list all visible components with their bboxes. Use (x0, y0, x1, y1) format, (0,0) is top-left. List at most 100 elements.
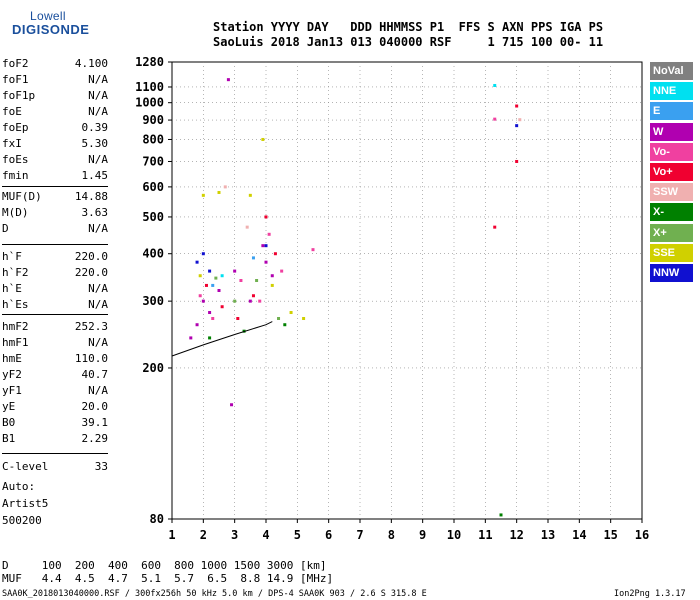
param-row: foEs N/A (2, 153, 108, 169)
param-value: 40.7 (81, 368, 109, 381)
param-row: foF2 4.100 (2, 57, 108, 73)
param-name: M(D) (2, 206, 29, 219)
y-tick-label: 500 (142, 210, 164, 224)
param-name: h`F2 (2, 266, 29, 279)
echo-point (220, 274, 224, 278)
autoscaler-version: 500200 (2, 514, 42, 527)
param-row: C-level 33 (2, 460, 108, 476)
param-row: yE 20.0 (2, 400, 108, 416)
echo-point (255, 279, 259, 283)
echo-point (518, 118, 522, 122)
y-tick-label: 200 (142, 361, 164, 375)
param-name: C-level (2, 460, 49, 473)
param-value: 14.88 (74, 190, 108, 203)
echo-point (248, 193, 252, 197)
echo-point (248, 299, 252, 303)
trace-line (171, 321, 273, 357)
param-row: fxI 5.30 (2, 137, 108, 153)
param-value: N/A (88, 153, 108, 166)
param-value: 20.0 (81, 400, 109, 413)
echo-point (264, 215, 268, 219)
param-name: foEp (2, 121, 29, 134)
echo-point (195, 260, 199, 264)
param-value: 39.1 (81, 416, 109, 429)
muf-row: MUF 4.4 4.5 4.7 5.1 5.7 6.5 8.8 14.9 [MH… (2, 572, 334, 585)
echo-point (230, 403, 234, 407)
echo-point (280, 269, 284, 273)
echo-point (499, 513, 503, 517)
footer-version: Ion2Png 1.3.17 (614, 589, 686, 599)
param-name: h`F (2, 250, 22, 263)
param-row: MUF(D) 14.88 (2, 190, 108, 206)
footer-file-info: SAA0K_2018013040000.RSF / 300fx256h 50 k… (2, 589, 427, 599)
param-name: MUF(D) (2, 190, 42, 203)
param-row: yF2 40.7 (2, 368, 108, 384)
echo-point (217, 190, 221, 194)
echo-point (515, 104, 519, 108)
param-value: 4.100 (74, 57, 108, 70)
trace-line-path (171, 321, 273, 357)
param-name: h`Es (2, 298, 29, 311)
param-row: M(D) 3.63 (2, 206, 108, 222)
echo-point (208, 311, 212, 315)
echo-point (233, 269, 237, 273)
echo-point (267, 232, 271, 236)
param-name: foE (2, 105, 22, 118)
x-tick-label: 16 (635, 528, 649, 542)
x-tick-label: 3 (231, 528, 238, 542)
tick-labels: 1 2 3 4 5 6 7 8 9 10 11 12 13 14 15 1680200300400500600… (135, 55, 649, 542)
echo-point (289, 311, 293, 315)
x-tick-label: 7 (356, 528, 363, 542)
autoscaler-name: Artist5 (2, 497, 49, 510)
param-name: foEs (2, 153, 29, 166)
legend-item-nnw: NNW (650, 264, 693, 282)
param-row: foEp 0.39 (2, 121, 108, 137)
echo-point (515, 124, 519, 128)
y-tick-label: 700 (142, 154, 164, 168)
y-tick-label: 1000 (135, 96, 164, 110)
param-name: yF1 (2, 384, 22, 397)
echo-point (198, 294, 202, 298)
legend-item-e: E (650, 102, 693, 121)
echo-point (226, 78, 230, 82)
param-value: N/A (88, 89, 108, 102)
y-tick-label: 1100 (135, 80, 164, 94)
param-row: D N/A (2, 222, 108, 238)
x-tick-label: 9 (419, 528, 426, 542)
param-row: h`E N/A (2, 282, 108, 298)
echo-point (201, 193, 205, 197)
param-row: hmE 110.0 (2, 352, 108, 368)
echo-point (201, 252, 205, 256)
param-value: 220.0 (74, 266, 108, 279)
logo-text-digisonde: DIGISONDE (12, 22, 90, 37)
param-value: N/A (88, 105, 108, 118)
echo-point (189, 336, 193, 340)
x-tick-label: 2 (200, 528, 207, 542)
param-name: D (2, 222, 9, 235)
logo-text-lowell: Lowell (30, 9, 66, 23)
param-row: h`F 220.0 (2, 250, 108, 266)
param-value: N/A (88, 222, 108, 235)
echo-point (198, 274, 202, 278)
plot-frame (171, 61, 643, 520)
param-name: yF2 (2, 368, 22, 381)
legend-item-w: W (650, 122, 693, 141)
echo-point (214, 276, 218, 280)
x-tick-label: 4 (262, 528, 269, 542)
param-row: yF1 N/A (2, 384, 108, 400)
echo-point (261, 137, 265, 141)
echo-point (493, 225, 497, 229)
echo-point (211, 317, 215, 321)
echo-point (264, 244, 268, 248)
header-line-1: Station YYYY DAY DDD HHMMSS P1 FFS S AXN… (213, 20, 604, 34)
param-name: hmF2 (2, 320, 29, 333)
param-value: 0.39 (81, 121, 109, 134)
y-tick-label: 400 (142, 247, 164, 261)
legend-item-voplus: Vo+ (650, 163, 693, 181)
echo-point (220, 305, 224, 309)
legend-item-ssw: SSW (650, 183, 693, 202)
echo-point (258, 299, 262, 303)
param-value: 220.0 (74, 250, 108, 263)
echo-point (233, 299, 237, 303)
